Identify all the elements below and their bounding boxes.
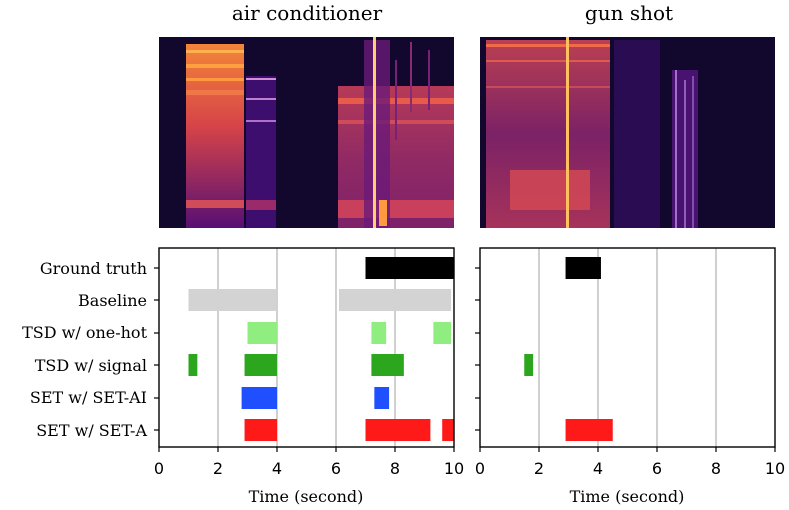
- segment-right-row3-0: [524, 354, 534, 376]
- timeline-axes-gun-shot: 0 2 4 6 8 10 Time (second): [475, 247, 785, 506]
- segment-right-row5-0: [565, 419, 613, 441]
- segment-left-row2-2: [433, 322, 452, 344]
- gridlines-right: [538, 248, 717, 447]
- axes-frame-right: [479, 247, 776, 448]
- segment-left-row4-0: [241, 387, 277, 409]
- row-label-set-a: SET w/ SET-A: [36, 421, 147, 440]
- xtick-label-left-10: 10: [444, 459, 464, 478]
- xtick-label-right-10: 10: [765, 459, 785, 478]
- segment-left-row2-1: [371, 322, 387, 344]
- row-label-baseline: Baseline: [78, 291, 147, 310]
- xtick-marks-left: [158, 447, 455, 452]
- row-label-set-ai: SET w/ SET-AI: [30, 388, 147, 407]
- segment-left-row5-0: [244, 419, 277, 441]
- xtick-label-right-8: 8: [711, 459, 721, 478]
- xtick-label-left-0: 0: [154, 459, 164, 478]
- row-label-ground-truth: Ground truth: [40, 259, 147, 278]
- xtick-label-left-4: 4: [272, 459, 282, 478]
- segments-left: [188, 257, 454, 441]
- xtick-label-right-6: 6: [652, 459, 662, 478]
- x-axis-label-right: Time (second): [570, 487, 685, 506]
- segment-left-row1-1: [338, 289, 452, 311]
- segment-left-row3-0: [188, 354, 198, 376]
- gridlines-left: [217, 248, 396, 447]
- spectrogram-gun-shot: [480, 37, 775, 228]
- segment-left-row4-1: [374, 387, 390, 409]
- row-label-tsd-one-hot: TSD w/ one-hot: [22, 323, 147, 342]
- segment-left-row3-1: [244, 354, 277, 376]
- x-axis-label-left: Time (second): [249, 487, 364, 506]
- spectrogram-air-conditioner: [159, 37, 454, 228]
- xtick-label-right-2: 2: [534, 459, 544, 478]
- xtick-label-left-6: 6: [331, 459, 341, 478]
- segment-left-row5-2: [442, 419, 454, 441]
- ytick-marks-right: [475, 267, 480, 431]
- segment-right-row0-0: [565, 257, 601, 279]
- axes-frame-left: [158, 247, 455, 448]
- xtick-label-right-0: 0: [475, 459, 485, 478]
- xtick-label-left-8: 8: [390, 459, 400, 478]
- xtick-label-left-2: 2: [213, 459, 223, 478]
- segment-left-row1-0: [188, 289, 277, 311]
- spectrogram-title-gun-shot: gun shot: [585, 1, 673, 25]
- xtick-marks-right: [479, 447, 776, 452]
- segment-left-row2-0: [247, 322, 277, 344]
- row-label-tsd-signal: TSD w/ signal: [35, 356, 147, 375]
- segment-left-row3-2: [371, 354, 404, 376]
- timeline-axes-air-conditioner: Ground truth Baseline TSD w/ one-hot TSD…: [22, 247, 464, 506]
- ytick-marks-left: [154, 267, 159, 431]
- xtick-label-right-4: 4: [593, 459, 603, 478]
- segment-left-row0-0: [365, 257, 454, 279]
- segment-left-row5-1: [365, 419, 431, 441]
- segments-right: [524, 257, 613, 441]
- spectrogram-title-air-conditioner: air conditioner: [232, 1, 383, 25]
